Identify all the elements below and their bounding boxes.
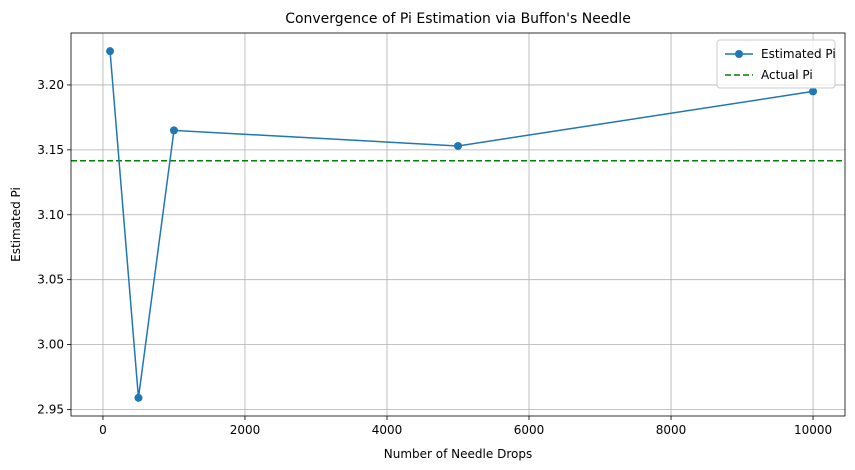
x-tick-label-3: 6000 bbox=[514, 423, 545, 437]
legend: Estimated Pi Actual Pi bbox=[716, 39, 836, 89]
y-axis-label: Estimated Pi bbox=[9, 187, 23, 262]
estimated-pi-markers bbox=[106, 47, 818, 402]
y-tick-label-4: 3.15 bbox=[37, 143, 64, 157]
x-tick-label-0: 0 bbox=[99, 423, 107, 437]
y-tick-label-5: 3.20 bbox=[37, 78, 64, 92]
estimated-pi-point-1 bbox=[134, 393, 143, 402]
y-tick-label-0: 2.95 bbox=[37, 403, 64, 417]
y-tick-label-3: 3.10 bbox=[37, 208, 64, 222]
legend-estimated-pi-label: Estimated Pi bbox=[761, 47, 836, 61]
legend-actual-pi-label: Actual Pi bbox=[761, 68, 813, 82]
x-tick-label-2: 4000 bbox=[372, 423, 403, 437]
plot-area-frame bbox=[70, 32, 846, 417]
estimated-pi-point-4 bbox=[809, 87, 818, 96]
x-tick-label-1: 2000 bbox=[230, 423, 261, 437]
y-tick-label-1: 3.00 bbox=[37, 338, 64, 352]
legend-estimated-pi-swatch-marker bbox=[735, 50, 743, 58]
x-axis-label: Number of Needle Drops bbox=[384, 447, 532, 461]
estimated-pi-line bbox=[109, 51, 814, 398]
chart-title: Convergence of Pi Estimation via Buffon'… bbox=[285, 11, 631, 27]
axis-ticks: 0 2000 4000 6000 8000 10000 2.95 3.00 3.05 3.10 3.… bbox=[37, 78, 832, 437]
y-tick-label-2: 3.05 bbox=[37, 273, 64, 287]
x-tick-label-5: 10000 bbox=[794, 423, 832, 437]
estimated-pi-point-3 bbox=[454, 141, 462, 150]
x-tick-label-4: 8000 bbox=[656, 423, 687, 437]
estimated-pi-point-2 bbox=[169, 126, 178, 135]
estimated-pi-point-0 bbox=[106, 47, 115, 56]
grid bbox=[71, 33, 845, 416]
legend-box bbox=[716, 39, 836, 89]
